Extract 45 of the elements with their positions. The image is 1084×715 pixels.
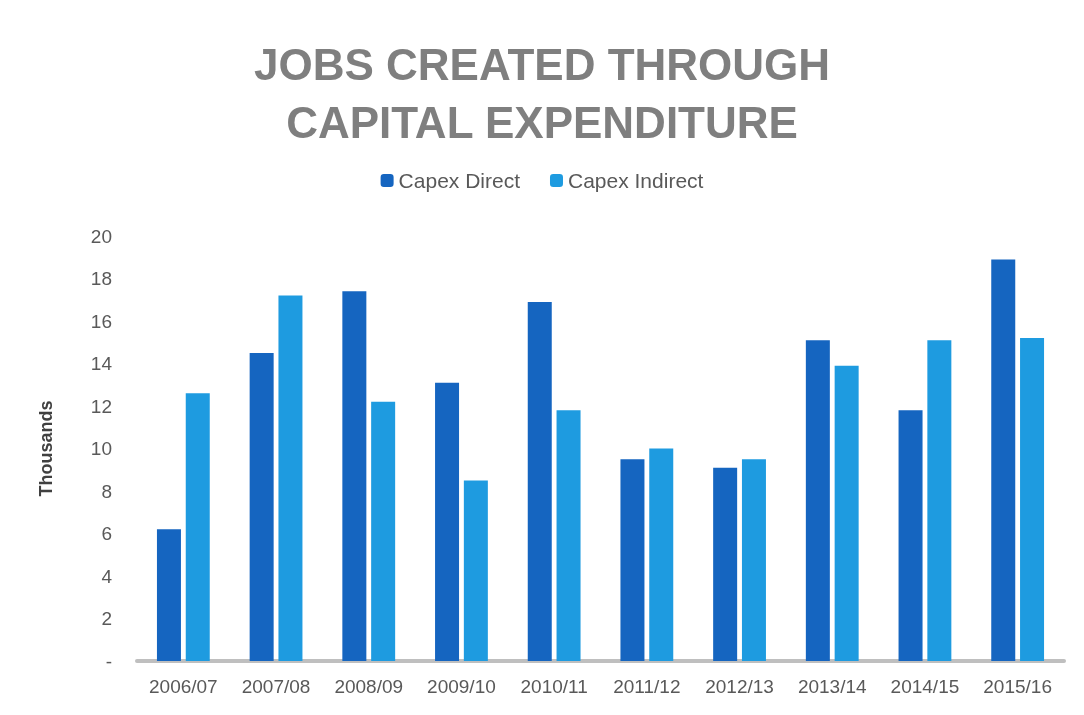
x-tick-label: 2015/16 bbox=[983, 676, 1052, 697]
x-tick-label: 2008/09 bbox=[334, 676, 404, 697]
y-tick-label: 18 bbox=[90, 268, 112, 289]
y-tick-label: 16 bbox=[90, 310, 112, 332]
y-axis-title: Thousands bbox=[36, 400, 56, 497]
legend-label: Capex Direct bbox=[398, 169, 521, 192]
x-tick-label: 2007/08 bbox=[241, 676, 311, 697]
x-tick-label: 2012/13 bbox=[705, 676, 774, 697]
x-tick-label: 2009/10 bbox=[427, 676, 496, 697]
y-tick-label: 10 bbox=[90, 438, 112, 459]
bar bbox=[342, 291, 367, 661]
bar bbox=[834, 365, 859, 661]
y-tick-label: 2 bbox=[101, 608, 112, 629]
bar bbox=[741, 459, 766, 661]
bar bbox=[927, 340, 952, 661]
bar bbox=[1020, 338, 1045, 661]
y-tick-label: 12 bbox=[90, 395, 112, 417]
bar bbox=[156, 529, 181, 661]
bar bbox=[435, 382, 460, 661]
x-tick-label: 2011/12 bbox=[613, 676, 681, 697]
bar bbox=[249, 352, 274, 661]
bar bbox=[556, 410, 581, 661]
bar bbox=[371, 401, 396, 661]
legend-label: Capex Indirect bbox=[567, 169, 704, 192]
y-tick-label: 14 bbox=[90, 353, 113, 374]
bar bbox=[898, 410, 923, 661]
y-tick-label: 20 bbox=[90, 225, 112, 247]
x-tick-label: 2006/07 bbox=[149, 676, 218, 697]
x-tick-label: 2010/11 bbox=[520, 676, 588, 697]
chart-title: JOBS CREATED THROUGH CAPITAL EXPENDITURE bbox=[253, 39, 831, 147]
bar bbox=[649, 448, 674, 661]
x-tick-label: 2013/14 bbox=[797, 676, 868, 697]
bar bbox=[185, 393, 210, 661]
bar bbox=[463, 480, 488, 661]
y-tick-label: 8 bbox=[101, 480, 112, 502]
bar bbox=[620, 459, 645, 661]
bar bbox=[527, 301, 552, 661]
x-tick-label: 2014/15 bbox=[890, 676, 960, 697]
bar bbox=[713, 467, 738, 661]
y-tick-label: 4 bbox=[101, 565, 113, 587]
y-tick-label: - bbox=[105, 650, 112, 672]
y-tick-label: 6 bbox=[101, 523, 112, 544]
bar bbox=[278, 295, 303, 661]
bar bbox=[991, 259, 1016, 661]
bar bbox=[805, 340, 830, 661]
